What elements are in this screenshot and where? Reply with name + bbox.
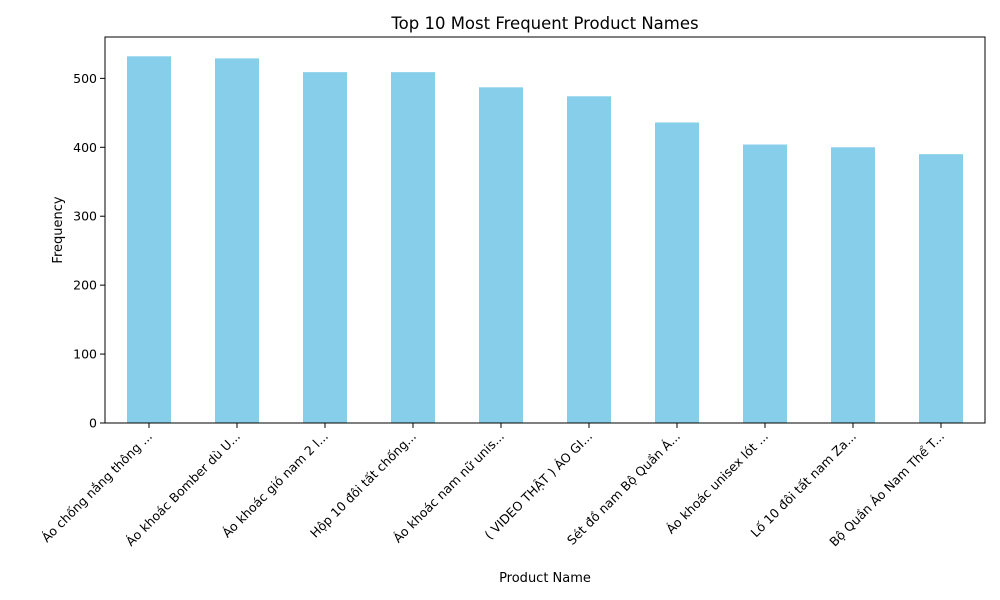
y-tick-label: 200	[73, 278, 97, 293]
x-tick-label: Áo khoác unisex lót ...	[663, 429, 771, 537]
bar-4	[391, 72, 435, 423]
bar-2	[215, 58, 259, 423]
y-tick-label: 100	[73, 347, 97, 362]
y-tick-label: 300	[73, 209, 97, 224]
bar-1	[127, 56, 171, 423]
bar-9	[831, 147, 875, 423]
y-tick-label: 500	[73, 71, 97, 86]
y-axis: 0 100 200 300 400 500	[73, 71, 105, 431]
bar-8	[743, 145, 787, 423]
bars-group	[127, 56, 963, 423]
bar-10	[919, 154, 963, 423]
chart-title: Top 10 Most Frequent Product Names	[390, 14, 698, 33]
bar-7	[655, 122, 699, 423]
x-axis-label: Product Name	[499, 571, 591, 586]
y-axis-label: Frequency	[51, 196, 66, 263]
bar-5	[479, 87, 523, 423]
x-axis: Áo chống nắng thông ...Áo khoác Bomber d…	[39, 423, 948, 549]
y-tick-label: 0	[89, 416, 97, 431]
bar-6	[567, 96, 611, 423]
y-tick-label: 400	[73, 140, 97, 155]
bar-3	[303, 72, 347, 423]
